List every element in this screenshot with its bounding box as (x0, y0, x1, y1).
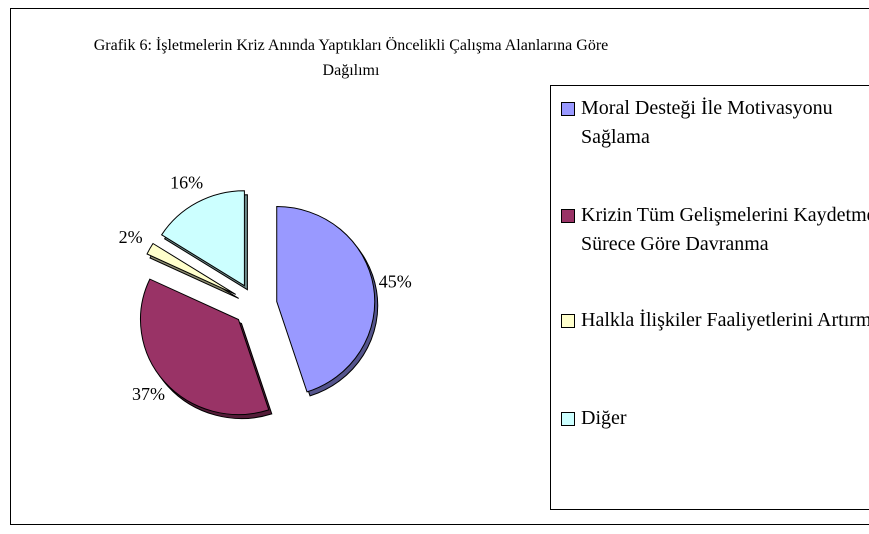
slice (276, 206, 376, 393)
legend-item: Halkla İlişkiler Faaliyetlerini Artırma (559, 306, 869, 335)
legend-item: Krizin Tüm Gelişmelerini Kaydetme ve Sür… (559, 201, 869, 259)
data-label: 2% (119, 227, 143, 247)
legend-label: Halkla İlişkiler Faaliyetlerini Artırma (581, 309, 869, 331)
legend-swatch (561, 102, 575, 116)
legend-label: Diğer (581, 407, 627, 429)
legend-swatch (561, 209, 575, 223)
data-label: 45% (379, 272, 412, 292)
legend-label: Moral Desteği İle Motivasyonu Sağlama (581, 97, 833, 148)
chart-title: Grafik 6: İşletmelerin Kriz Anında Yaptı… (93, 37, 609, 79)
legend-item: Diğer (559, 404, 869, 433)
slice (140, 278, 270, 416)
data-label: 16% (170, 172, 203, 192)
slice (160, 190, 245, 287)
legend: Moral Desteği İle Motivasyonu Sağlama Kri… (550, 85, 869, 510)
legend-label: Krizin Tüm Gelişmelerini Kaydetme ve Sür… (581, 204, 869, 255)
data-label: 37% (132, 384, 165, 404)
slice (146, 242, 236, 295)
legend-item: Moral Desteği İle Motivasyonu Sağlama (559, 94, 869, 152)
legend-swatch (561, 412, 575, 426)
legend-swatch (561, 314, 575, 328)
